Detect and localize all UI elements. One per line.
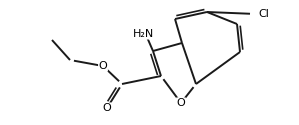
Text: O: O [99,61,107,71]
Text: O: O [177,98,185,108]
Text: O: O [103,103,111,113]
Text: Cl: Cl [258,9,269,19]
Text: H₂N: H₂N [132,29,154,39]
